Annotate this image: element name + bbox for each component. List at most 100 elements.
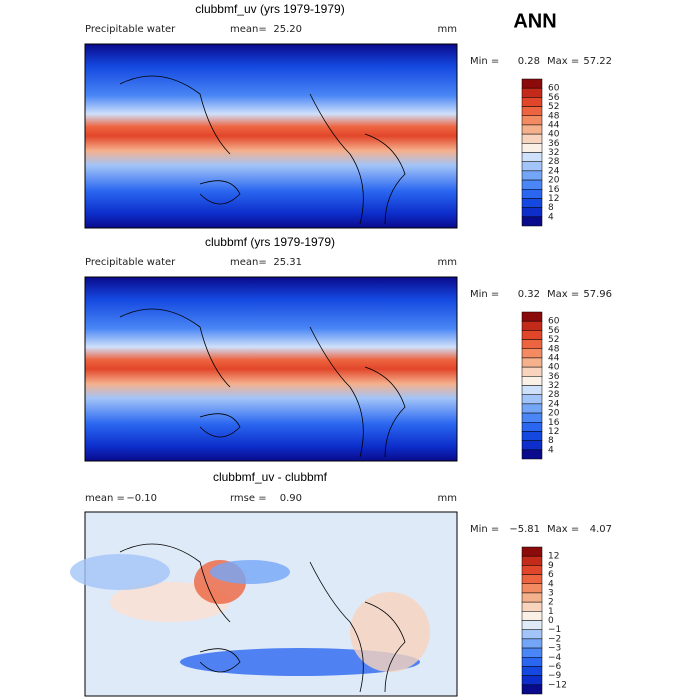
min-label: Min = [470, 56, 499, 67]
colorbar-box [521, 78, 543, 89]
colorbar-label: 9 [548, 561, 554, 571]
colorbar-box [521, 638, 543, 649]
colorbar-box [521, 311, 543, 322]
coastline [119, 75, 406, 225]
colorbar-label: 28 [548, 157, 560, 167]
variable-name: Precipitable water [85, 257, 176, 268]
colorbar-box [521, 574, 543, 584]
colorbar-box [521, 601, 543, 612]
max-label: Max = [547, 524, 579, 535]
colorbar-box [521, 583, 543, 594]
map [84, 43, 458, 229]
colorbar-box [521, 133, 543, 144]
units: mm [438, 24, 457, 35]
min-value: −5.81 [509, 524, 540, 535]
panel-title: clubbmf (yrs 1979-1979) [205, 235, 335, 249]
colorbar-label: 8 [548, 436, 554, 446]
stat-value: −0.10 [126, 493, 157, 504]
colorbar-box [521, 87, 543, 98]
map [84, 276, 458, 462]
colorbar-box [521, 124, 543, 135]
units: mm [438, 493, 457, 504]
colorbar-label: 0 [548, 616, 554, 626]
colorbar-box [521, 449, 543, 460]
colorbar-label: 24 [548, 399, 560, 409]
max-label: Max = [547, 289, 579, 300]
colorbar-label: 4 [548, 445, 554, 455]
min-value: 0.28 [518, 56, 540, 67]
colorbar-label: 32 [548, 381, 559, 391]
colorbar-label: 3 [548, 588, 554, 598]
colorbar-box [521, 143, 543, 153]
colorbar-box [521, 97, 543, 107]
colorbar-box [521, 161, 543, 172]
colorbar-label: 48 [548, 111, 560, 121]
colorbar-box [521, 412, 543, 423]
colorbar-label: 32 [548, 148, 559, 158]
colorbar-label: 2 [548, 598, 554, 608]
min-label: Min = [470, 524, 499, 535]
max-value: 57.22 [583, 56, 612, 67]
colorbar-label: −9 [548, 671, 562, 681]
colorbar-label: 56 [548, 326, 560, 336]
colorbar-box [521, 198, 543, 208]
colorbar-box [521, 611, 543, 621]
coastline [119, 543, 406, 693]
panel: clubbmf (yrs 1979-1979) Precipitable wate… [84, 235, 612, 462]
colorbar-box [521, 440, 543, 451]
colorbar-box [521, 106, 543, 116]
stat-value: 25.20 [273, 24, 302, 35]
max-label: Max = [547, 56, 579, 67]
colorbar-label: 24 [548, 166, 560, 176]
colorbar-box [521, 115, 543, 126]
min-label: Min = [470, 289, 499, 300]
colorbar-label: 36 [548, 139, 560, 149]
colorbar-label: 16 [548, 185, 560, 195]
colorbar-label: 8 [548, 203, 554, 213]
map-feature [70, 554, 170, 590]
colorbar-label: −12 [548, 680, 567, 690]
stat-label: mean = [85, 493, 125, 504]
colorbar-box [521, 216, 543, 227]
colorbar-label: 36 [548, 372, 560, 382]
colorbar-box [521, 357, 543, 368]
colorbar-box [521, 189, 543, 199]
colorbar-box [521, 403, 543, 414]
stat-label: mean= [230, 257, 267, 268]
min-value: 0.32 [518, 289, 540, 300]
colorbar-label: 44 [548, 353, 560, 363]
colorbar-label: 48 [548, 344, 560, 354]
colorbar-label: −1 [548, 625, 561, 635]
colorbar-box [521, 684, 543, 695]
panel-title: clubbmf_uv (yrs 1979-1979) [195, 2, 344, 16]
colorbar-box [521, 422, 543, 432]
stat-value: 25.31 [273, 257, 302, 268]
colorbar-box [521, 320, 543, 331]
colorbar-label: 12 [548, 427, 559, 437]
panel-title: clubbmf_uv - clubbmf [213, 470, 328, 484]
coastline [119, 308, 406, 458]
colorbar-box [521, 647, 543, 658]
colorbar-box [521, 394, 543, 405]
colorbar-box [521, 675, 543, 686]
colorbar-box [521, 348, 543, 359]
colorbar-label: 52 [548, 335, 559, 345]
colorbar-box [521, 657, 543, 667]
panel: clubbmf_uv (yrs 1979-1979) Precipitable w… [84, 2, 612, 229]
colorbar-box [521, 666, 543, 676]
colorbar-box [521, 629, 543, 640]
colorbar-box [521, 546, 543, 557]
colorbar-label: 20 [548, 409, 560, 419]
colorbar-label: 12 [548, 552, 559, 562]
colorbar-label: 1 [548, 607, 554, 617]
colorbar-label: 12 [548, 194, 559, 204]
colorbar-box [521, 179, 543, 190]
colorbar-box [521, 385, 543, 395]
colorbar-box [521, 207, 543, 218]
colorbar-label: 40 [548, 130, 560, 140]
colorbar-label: 56 [548, 93, 560, 103]
colorbar-label: 44 [548, 120, 560, 130]
units: mm [438, 257, 457, 268]
colorbar-label: −3 [548, 644, 561, 654]
